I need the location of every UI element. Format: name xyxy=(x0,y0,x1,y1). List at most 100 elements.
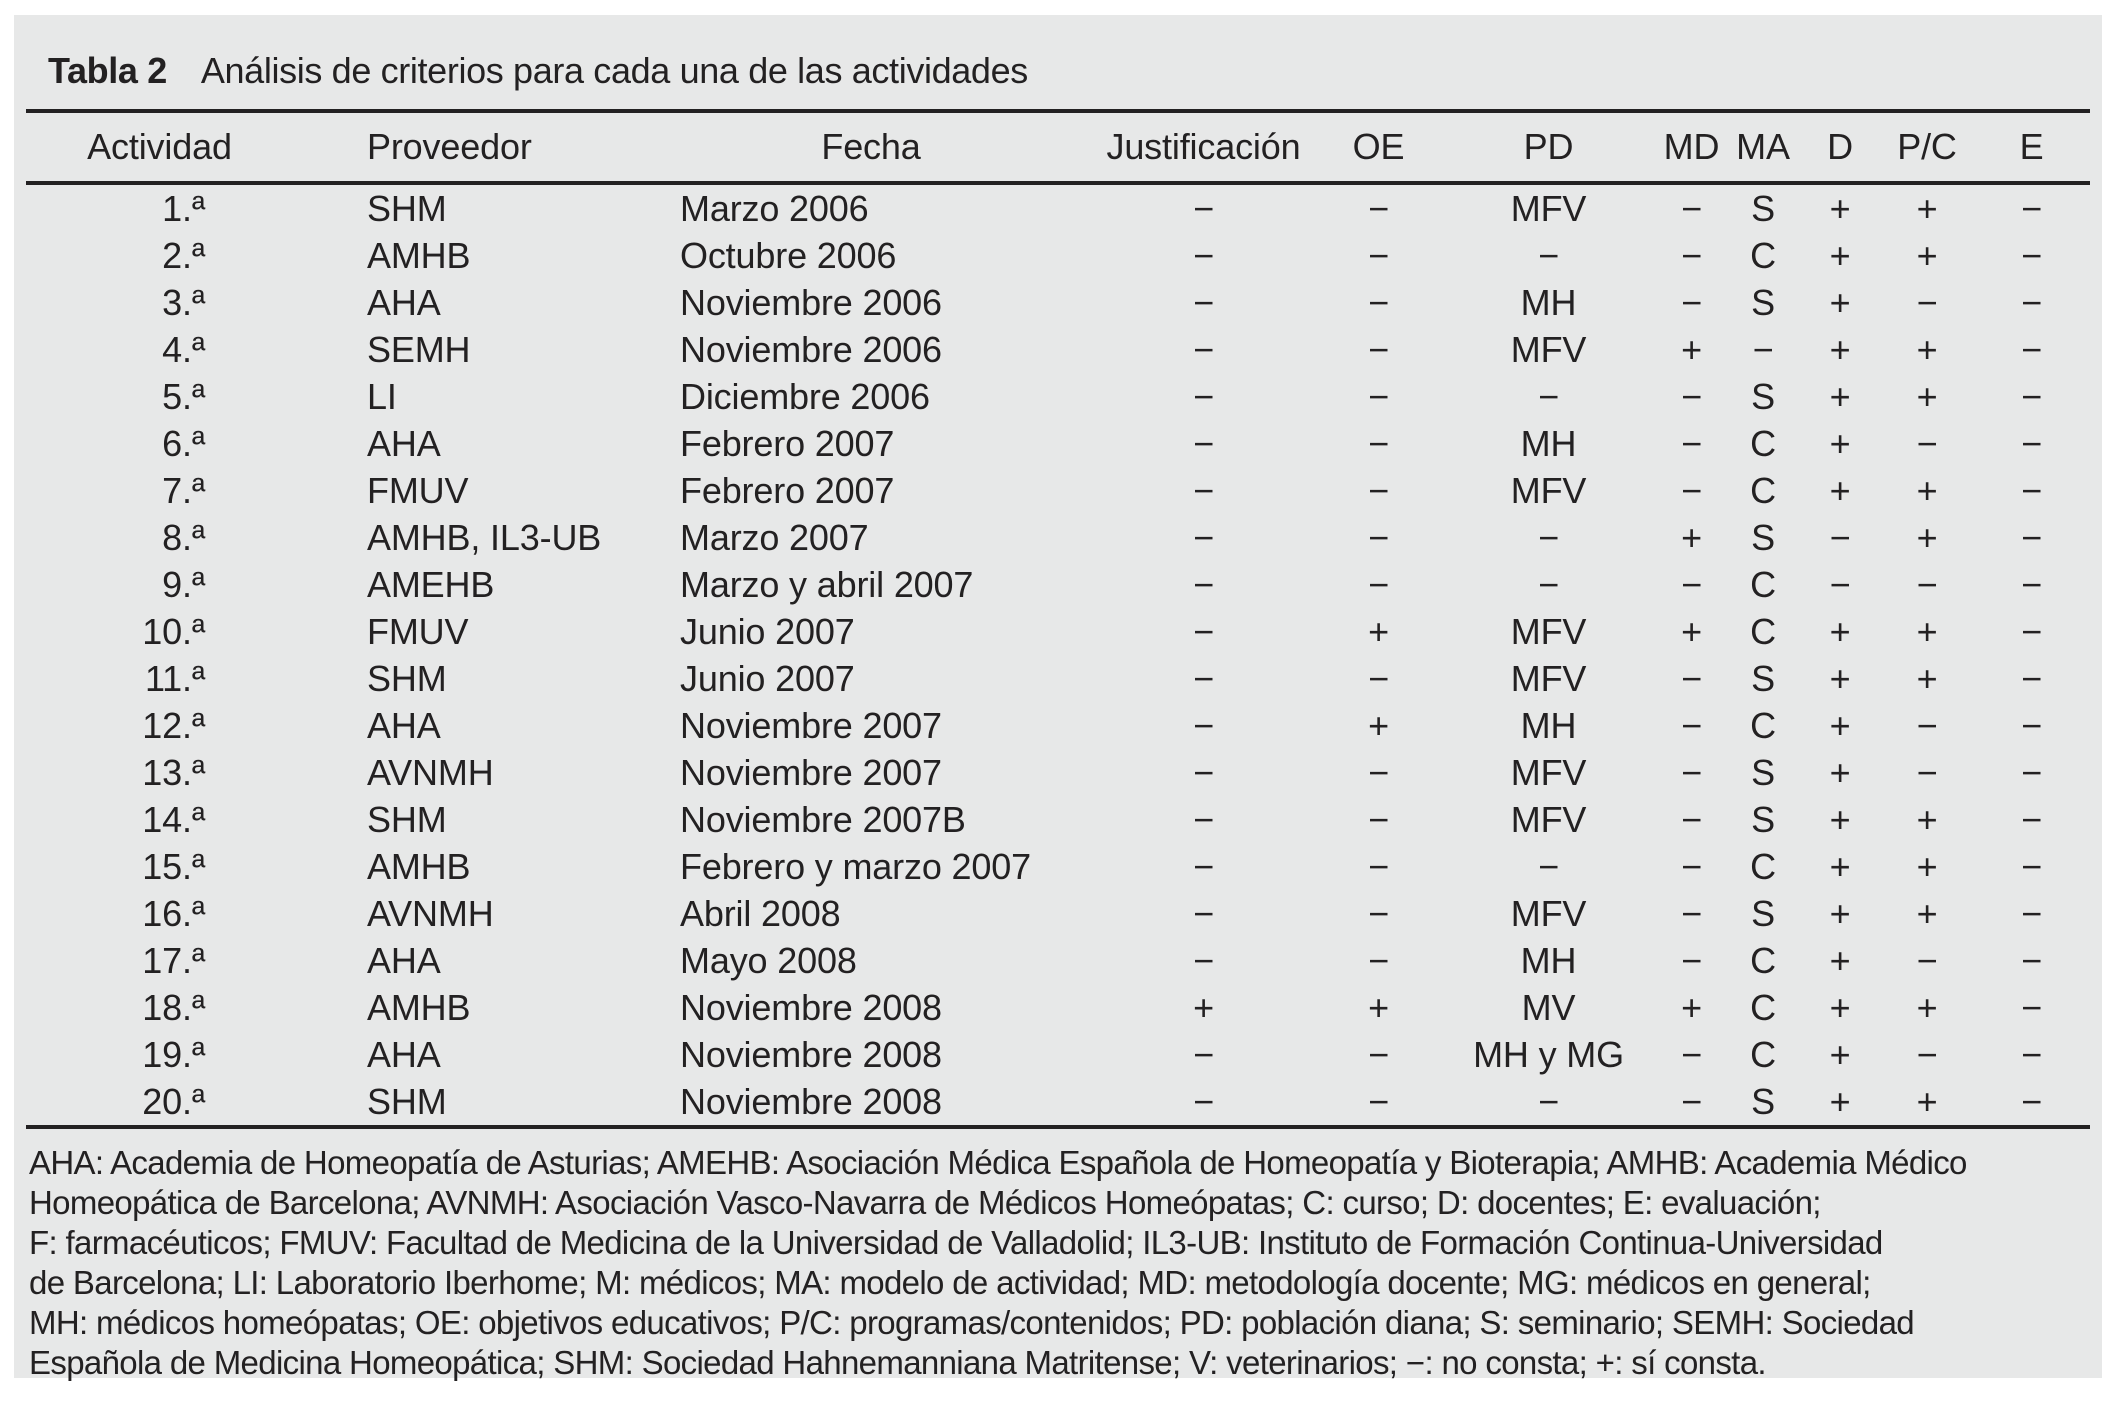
cell-fecha: Febrero y marzo 2007 xyxy=(680,845,1031,887)
cell-e: − xyxy=(2021,328,2042,370)
cell-actividad: 4.ª xyxy=(162,328,205,370)
cell-proveedor: SHM xyxy=(367,657,447,699)
table-title-text: Análisis de criterios para cada una de l… xyxy=(200,50,1028,91)
cell-d: + xyxy=(1829,939,1851,981)
cell-fecha: Noviembre 2006 xyxy=(680,281,942,323)
table-row: 11.ª SHM Junio 2007 − − MFV − S + + − xyxy=(26,655,2090,702)
cell-md: − xyxy=(1681,563,1702,605)
cell-proveedor: AMHB, IL3-UB xyxy=(367,516,602,558)
cell-fecha: Noviembre 2008 xyxy=(680,1080,942,1122)
cell-pc: − xyxy=(1916,563,1938,605)
cell-pc: + xyxy=(1916,610,1938,652)
cell-md: − xyxy=(1681,892,1702,934)
cell-d: + xyxy=(1829,328,1851,370)
cell-e: − xyxy=(2021,1080,2042,1122)
cell-e: − xyxy=(2021,610,2042,652)
table-footnote: AHA: Academia de Homeopatía de Asturias;… xyxy=(26,1143,2090,1383)
cell-d: + xyxy=(1829,234,1851,276)
cell-actividad: 11.ª xyxy=(144,657,205,699)
cell-d: + xyxy=(1829,422,1851,464)
cell-e: − xyxy=(2021,234,2042,276)
cell-pc: + xyxy=(1916,892,1938,934)
column-header-proveedor: Proveedor xyxy=(367,126,532,167)
cell-ma: C xyxy=(1750,704,1776,746)
cell-ma: S xyxy=(1751,187,1775,229)
table-row: 14.ª SHM Noviembre 2007B − − MFV − S + + − xyxy=(26,796,2090,843)
cell-pd: MFV xyxy=(1510,751,1587,793)
cell-pd: − xyxy=(1538,1080,1559,1122)
cell-pd: MFV xyxy=(1510,657,1587,699)
table-row: 20.ª SHM Noviembre 2008 − − − − S + + − xyxy=(26,1078,2090,1127)
cell-d: + xyxy=(1829,892,1851,934)
cell-oe: − xyxy=(1368,328,1389,370)
cell-pd: MH xyxy=(1520,422,1577,464)
cell-oe: − xyxy=(1368,281,1389,323)
cell-justificacion: − xyxy=(1193,610,1214,652)
cell-fecha: Febrero 2007 xyxy=(680,422,895,464)
column-header-oe: OE xyxy=(1352,126,1405,167)
cell-md: − xyxy=(1681,1033,1702,1075)
cell-d: + xyxy=(1829,375,1851,417)
footnote-line: Homeopática de Barcelona; AVNMH: Asociac… xyxy=(29,1184,1821,1221)
cell-fecha: Junio 2007 xyxy=(680,657,855,699)
cell-oe: − xyxy=(1368,939,1389,981)
cell-d: + xyxy=(1829,845,1851,887)
cell-e: − xyxy=(2021,751,2042,793)
table-row: 2.ª AMHB Octubre 2006 − − − − C + + − xyxy=(26,232,2090,279)
cell-justificacion: − xyxy=(1193,469,1214,511)
cell-pd: MV xyxy=(1521,986,1576,1028)
cell-oe: − xyxy=(1368,422,1389,464)
cell-e: − xyxy=(2021,563,2042,605)
cell-oe: − xyxy=(1368,187,1389,229)
cell-oe: − xyxy=(1368,1033,1389,1075)
table-row: 4.ª SEMH Noviembre 2006 − − MFV + − + + − xyxy=(26,326,2090,373)
column-header-pd: PD xyxy=(1523,126,1574,167)
cell-fecha: Noviembre 2008 xyxy=(680,986,942,1028)
cell-ma: − xyxy=(1752,328,1774,370)
cell-proveedor: AMEHB xyxy=(367,563,495,605)
column-header-d: D xyxy=(1827,126,1853,167)
cell-oe: − xyxy=(1368,563,1389,605)
table-row: 16.ª AVNMH Abril 2008 − − MFV − S + + − xyxy=(26,890,2090,937)
cell-actividad: 20.ª xyxy=(142,1080,205,1122)
cell-fecha: Abril 2008 xyxy=(680,892,841,934)
cell-proveedor: AHA xyxy=(367,1033,441,1075)
cell-pc: + xyxy=(1916,328,1938,370)
cell-justificacion: − xyxy=(1193,422,1214,464)
cell-ma: C xyxy=(1750,469,1776,511)
cell-pc: + xyxy=(1916,986,1938,1028)
cell-e: − xyxy=(2021,892,2042,934)
footnote-line: F: farmacéuticos; FMUV: Facultad de Medi… xyxy=(29,1224,1883,1261)
cell-justificacion: − xyxy=(1193,563,1214,605)
table-row: 5.ª LI Diciembre 2006 − − − − S + + − xyxy=(26,373,2090,420)
cell-oe: − xyxy=(1368,469,1389,511)
cell-pd: MFV xyxy=(1510,328,1587,370)
footnote-line: AHA: Academia de Homeopatía de Asturias;… xyxy=(29,1144,1967,1181)
cell-ma: C xyxy=(1750,986,1776,1028)
cell-oe: − xyxy=(1368,657,1389,699)
cell-actividad: 16.ª xyxy=(142,892,205,934)
column-header-actividad: Actividad xyxy=(87,126,232,167)
cell-ma: S xyxy=(1751,1080,1775,1122)
cell-md: − xyxy=(1681,751,1702,793)
cell-justificacion: − xyxy=(1193,939,1214,981)
cell-pc: + xyxy=(1916,234,1938,276)
cell-proveedor: AVNMH xyxy=(367,751,494,793)
cell-fecha: Octubre 2006 xyxy=(680,234,897,276)
cell-oe: − xyxy=(1368,845,1389,887)
cell-proveedor: AHA xyxy=(367,939,441,981)
cell-pd: MFV xyxy=(1510,469,1587,511)
cell-md: − xyxy=(1681,375,1702,417)
cell-e: − xyxy=(2021,422,2042,464)
cell-pd: MFV xyxy=(1510,610,1587,652)
cell-e: − xyxy=(2021,845,2042,887)
cell-actividad: 10.ª xyxy=(142,610,205,652)
cell-fecha: Noviembre 2007 xyxy=(680,704,942,746)
cell-justificacion: − xyxy=(1193,328,1214,370)
cell-fecha: Marzo 2007 xyxy=(680,516,869,558)
footnote-line: de Barcelona; LI: Laboratorio Iberhome; … xyxy=(29,1264,1871,1301)
cell-pd: MH xyxy=(1520,939,1577,981)
table-row: 1.ª SHM Marzo 2006 − − MFV − S + + − xyxy=(26,183,2090,232)
table-row: 7.ª FMUV Febrero 2007 − − MFV − C + + − xyxy=(26,467,2090,514)
cell-proveedor: FMUV xyxy=(367,610,469,652)
